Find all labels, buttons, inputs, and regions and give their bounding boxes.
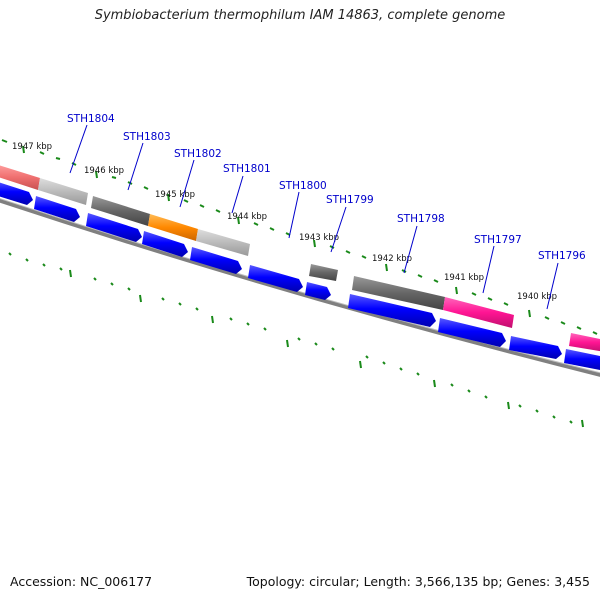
gene-bar[interactable] [569,333,600,352]
gene-bar[interactable] [443,297,514,328]
kbp-label: 1946 kbp [84,166,124,176]
gene-bar[interactable] [0,164,40,190]
kbp-label: 1941 kbp [444,273,484,283]
locus-tag[interactable]: STH1800 [279,180,327,192]
cds-arrow[interactable] [305,282,331,300]
gene-bar[interactable] [91,196,150,226]
accession-text: Accession: NC_006177 [10,574,153,589]
cds-arrow[interactable] [0,181,33,205]
locus-tag[interactable]: STH1804 [67,113,115,125]
kbp-label: 1942 kbp [372,254,412,264]
kbp-label: 1940 kbp [517,292,557,302]
cds-arrow[interactable] [564,349,600,371]
scale-track-inner [8,252,584,428]
cds-track [0,181,600,371]
cds-arrow[interactable] [86,213,142,242]
kbp-label: 1945 kbp [155,190,195,200]
cds-arrow[interactable] [438,318,506,347]
cds-arrow[interactable] [509,336,562,359]
gene-track-upper [0,164,600,352]
topology-text: Topology: circular; Length: 3,566,135 bp… [246,574,590,589]
gene-bar[interactable] [196,229,250,256]
gene-bar[interactable] [38,178,88,205]
kbp-label: 1947 kbp [12,142,52,152]
genome-title: Symbiobacterium thermophilum IAM 14863, … [94,8,506,23]
gene-bar[interactable] [148,214,198,241]
locus-tag[interactable]: STH1797 [474,234,522,246]
cds-arrow[interactable] [348,294,436,327]
locus-tag[interactable]: STH1802 [174,148,222,160]
genome-backbone [0,198,600,377]
locus-tag[interactable]: STH1799 [326,194,374,206]
cds-arrow[interactable] [190,247,242,274]
locus-leaders [69,124,559,310]
scale-track-outer [1,139,598,335]
gene-bar[interactable] [309,264,338,281]
locus-tag[interactable]: STH1796 [538,250,586,262]
kbp-label: 1943 kbp [299,233,339,243]
locus-tag[interactable]: STH1803 [123,131,171,143]
locus-tag[interactable]: STH1798 [397,213,445,225]
cds-arrow[interactable] [34,196,80,222]
cds-arrow[interactable] [248,265,303,292]
kbp-label: 1944 kbp [227,212,267,222]
locus-tag[interactable]: STH1801 [223,163,271,175]
cds-arrow[interactable] [142,231,188,257]
gene-bar[interactable] [352,276,445,310]
